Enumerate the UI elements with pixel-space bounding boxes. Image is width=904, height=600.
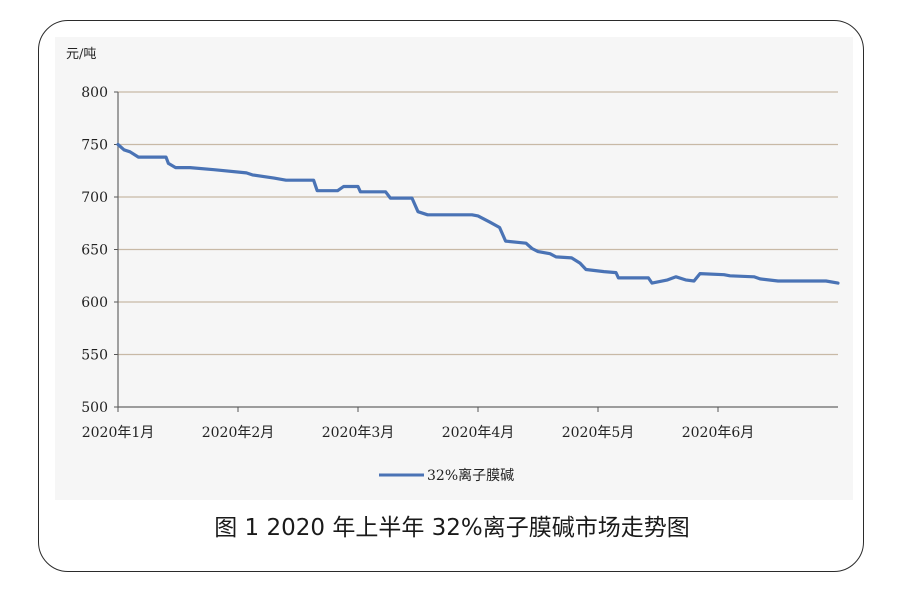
y-tick-label: 550: [81, 348, 108, 364]
y-axis-label: 元/吨: [66, 47, 96, 62]
y-tick-label: 750: [81, 138, 108, 154]
gridlines: [118, 91, 838, 356]
legend: 32%离子膜碱: [379, 467, 514, 484]
x-tick-labels: 2020年1月 2020年2月 2020年3月 2020年4月 2020年5月 2020年…: [82, 425, 755, 441]
y-tick-label: 500: [81, 400, 108, 416]
chart-area: [55, 37, 853, 500]
x-tick-label: 2020年3月: [322, 425, 395, 441]
legend-label: 32%离子膜碱: [427, 467, 514, 484]
y-tick-label: 600: [81, 295, 108, 311]
x-tick-label: 2020年5月: [562, 425, 635, 441]
y-tick-label: 700: [81, 190, 108, 206]
y-tick-label: 650: [81, 243, 108, 259]
axes: [114, 91, 838, 412]
figure-caption: 图 1 2020 年上半年 32%离子膜碱市场走势图: [214, 515, 690, 541]
series-layer: [116, 142, 840, 285]
x-tick-label: 2020年6月: [682, 425, 755, 441]
x-tick-label: 2020年1月: [82, 425, 155, 441]
y-tick-label: 800: [81, 85, 108, 101]
series-line: [116, 142, 840, 285]
y-tick-labels: 500 550 600 650 700 750 800: [81, 85, 108, 416]
x-tick-label: 2020年4月: [442, 425, 515, 441]
x-tick-label: 2020年2月: [202, 425, 275, 441]
